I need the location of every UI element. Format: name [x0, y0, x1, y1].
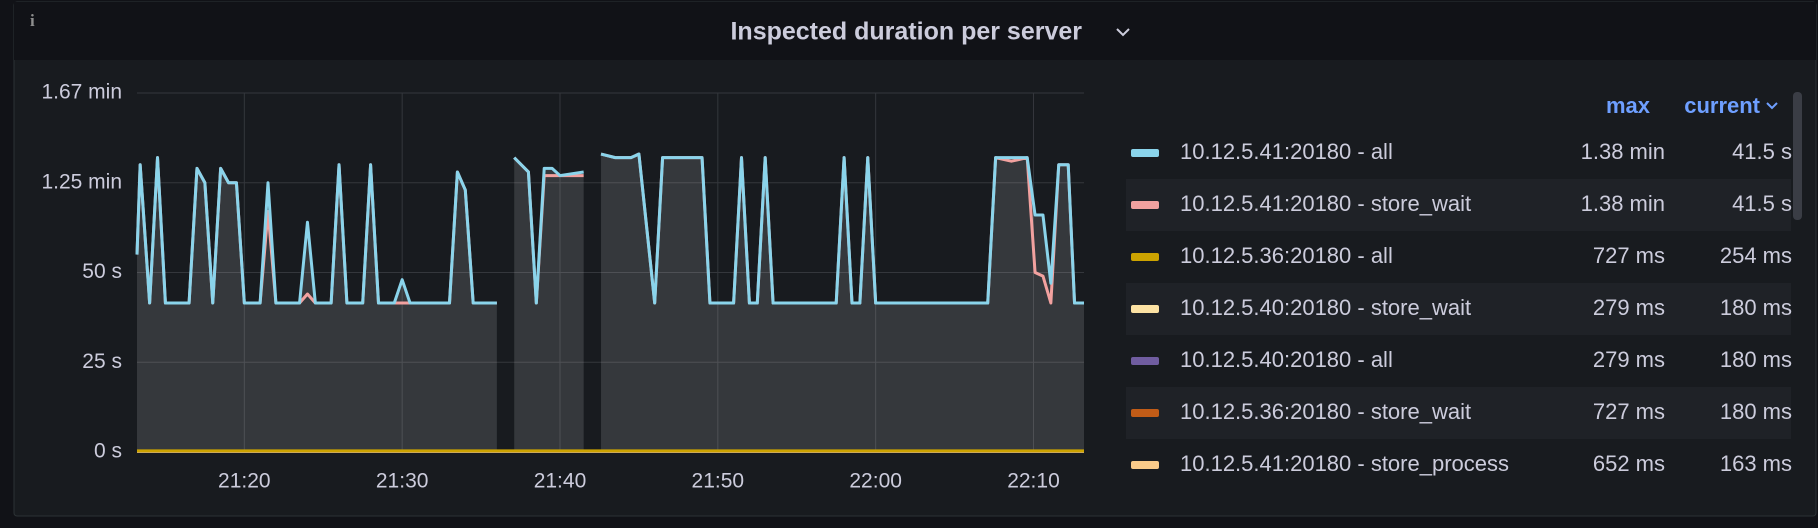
legend-stat: 163 ms [1720, 451, 1792, 476]
legend-stat: 1.38 min [1581, 139, 1665, 164]
legend-name[interactable]: 10.12.5.41:20180 - all [1180, 139, 1393, 164]
legend-name[interactable]: 10.12.5.41:20180 - store_process [1180, 451, 1509, 476]
legend-stat: 180 ms [1720, 399, 1792, 424]
legend-stat: 652 ms [1593, 451, 1665, 476]
legend-swatch [1131, 149, 1159, 157]
y-tick-label: 1.67 min [41, 81, 122, 104]
series-line [135, 152, 1084, 305]
y-tick-label: 50 s [82, 260, 122, 283]
legend-stat: 727 ms [1593, 243, 1665, 268]
legend-name[interactable]: 10.12.5.36:20180 - all [1180, 243, 1393, 268]
sort-chevron [1766, 102, 1778, 110]
x-tick-label: 21:50 [692, 470, 745, 493]
legend-stat: 727 ms [1593, 399, 1665, 424]
x-tick-label: 21:40 [534, 470, 587, 493]
legend-stat: 1.38 min [1581, 191, 1665, 216]
y-tick-label: 1.25 min [41, 170, 122, 193]
title-chevron[interactable] [1116, 28, 1130, 37]
x-tick-label: 21:20 [218, 470, 271, 493]
legend-swatch [1131, 305, 1159, 313]
legend-swatch [1131, 409, 1159, 417]
panel-title[interactable]: Inspected duration per server [730, 18, 1082, 46]
legend-name[interactable]: 10.12.5.41:20180 - store_wait [1180, 191, 1471, 216]
info-icon[interactable]: i [30, 11, 35, 30]
legend-name[interactable]: 10.12.5.40:20180 - store_wait [1180, 295, 1471, 320]
x-tick-label: 21:30 [376, 470, 429, 493]
legend-swatch [1131, 201, 1159, 209]
legend-swatch [1131, 461, 1159, 469]
legend-row-bg [1126, 283, 1791, 335]
legend-stat: 41.5 s [1732, 139, 1792, 164]
legend-row-bg [1126, 179, 1791, 231]
legend-stat: 41.5 s [1732, 191, 1792, 216]
legend-stat: 254 ms [1720, 243, 1792, 268]
legend-name[interactable]: 10.12.5.40:20180 - all [1180, 347, 1393, 372]
legend-column-header[interactable]: max [1606, 93, 1651, 118]
legend-stat: 279 ms [1593, 347, 1665, 372]
legend-stat: 180 ms [1720, 347, 1792, 372]
legend-row-bg [1126, 387, 1791, 439]
legend-column-header[interactable]: current [1684, 93, 1760, 118]
legend-stat: 279 ms [1593, 295, 1665, 320]
legend-swatch [1131, 357, 1159, 365]
panel-header [14, 2, 1816, 60]
legend-name[interactable]: 10.12.5.36:20180 - store_wait [1180, 399, 1471, 424]
scrollbar[interactable] [1793, 92, 1802, 220]
y-tick-label: 0 s [94, 440, 122, 463]
legend-swatch [1131, 253, 1159, 261]
x-tick-label: 22:10 [1007, 470, 1060, 493]
y-tick-label: 25 s [82, 350, 122, 373]
x-tick-label: 22:00 [849, 470, 902, 493]
legend-stat: 180 ms [1720, 295, 1792, 320]
